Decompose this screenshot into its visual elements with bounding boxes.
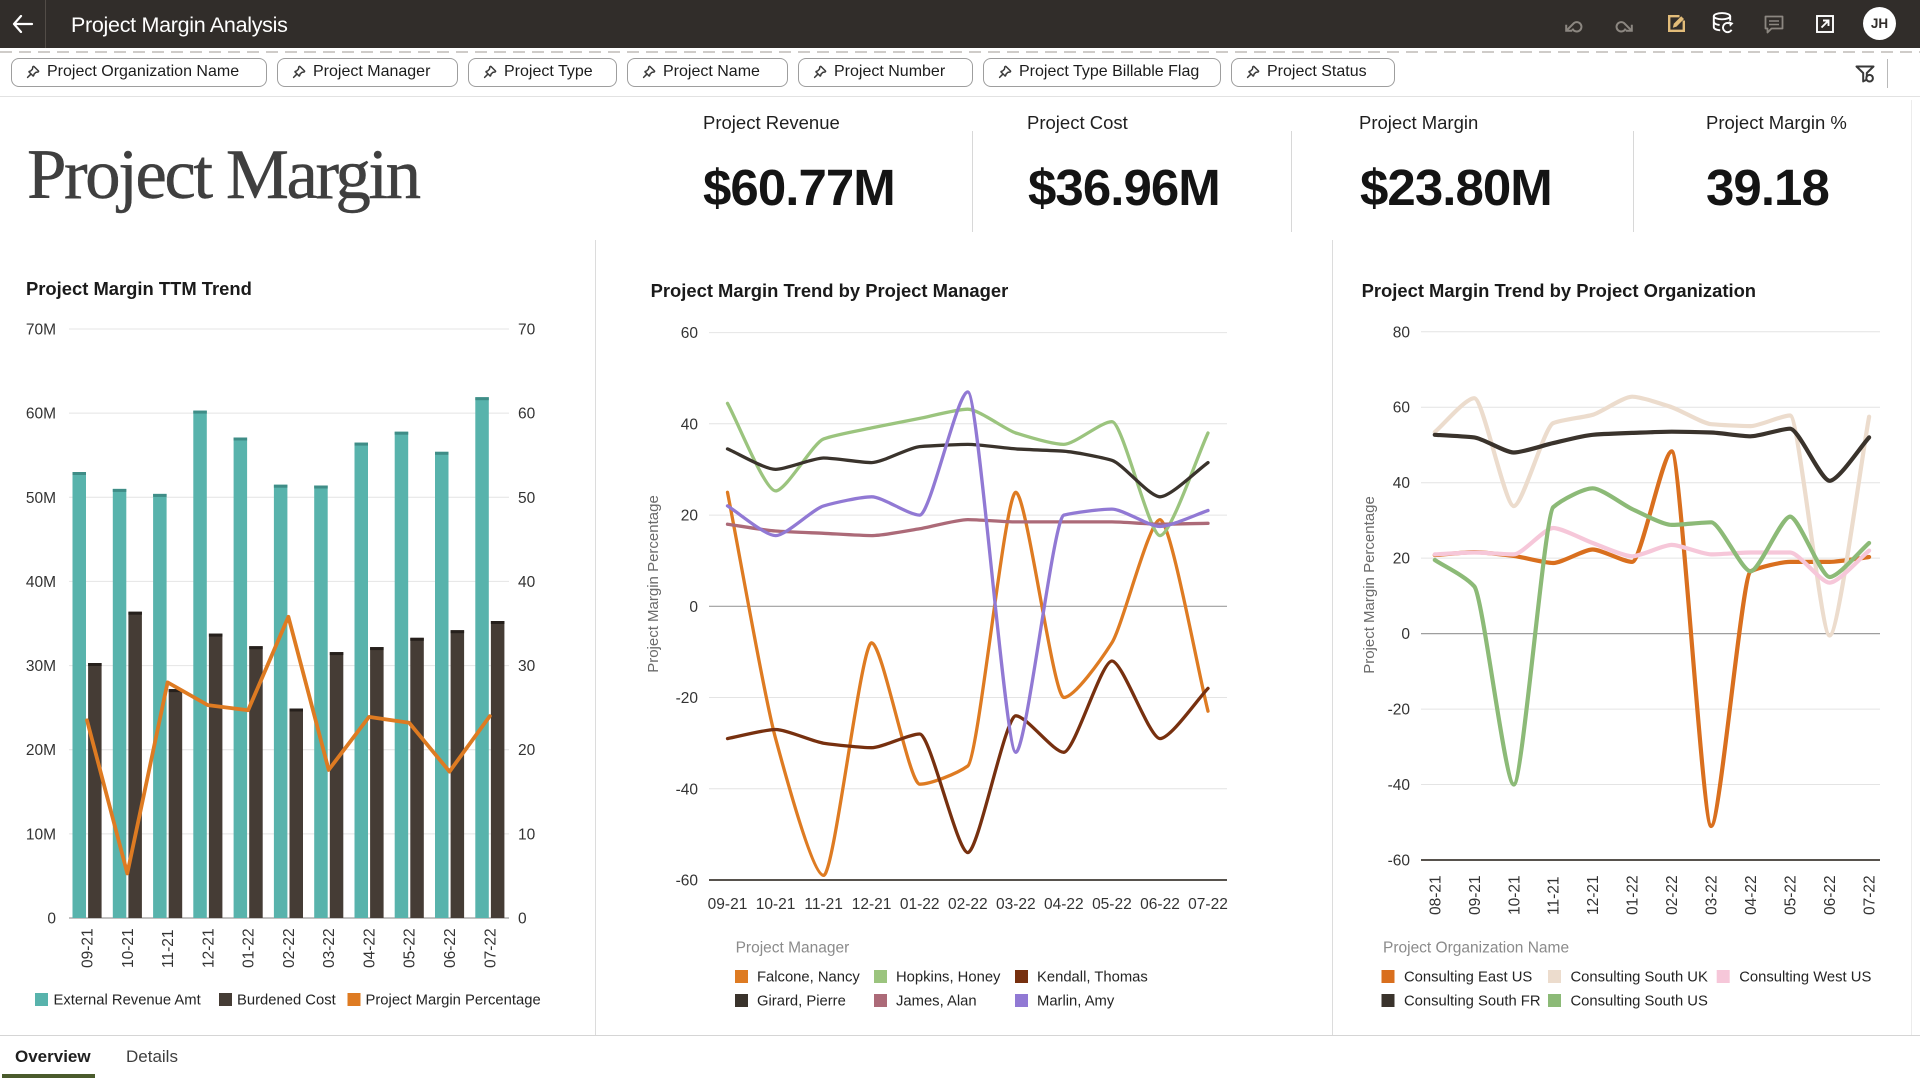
svg-text:60: 60 xyxy=(1393,400,1411,417)
svg-text:04-22: 04-22 xyxy=(1743,875,1760,915)
svg-text:20: 20 xyxy=(1393,551,1411,568)
svg-text:70M: 70M xyxy=(26,322,56,339)
svg-text:Project Margin Percentage: Project Margin Percentage xyxy=(1361,496,1378,674)
svg-text:Project Organization Name: Project Organization Name xyxy=(1383,940,1569,957)
svg-text:20: 20 xyxy=(518,742,536,759)
svg-text:Hopkins, Honey: Hopkins, Honey xyxy=(896,970,1001,986)
svg-text:11-21: 11-21 xyxy=(1546,877,1563,916)
svg-text:Consulting West US: Consulting West US xyxy=(1739,970,1871,986)
svg-text:-40: -40 xyxy=(1388,777,1411,794)
svg-text:0: 0 xyxy=(518,911,527,928)
svg-text:20: 20 xyxy=(681,508,699,525)
svg-text:20M: 20M xyxy=(26,742,56,759)
svg-text:01-22: 01-22 xyxy=(1625,875,1642,915)
svg-text:12-21: 12-21 xyxy=(1585,875,1602,915)
svg-text:Falcone, Nancy: Falcone, Nancy xyxy=(757,970,860,986)
svg-text:10: 10 xyxy=(518,826,536,843)
svg-text:60M: 60M xyxy=(26,406,56,423)
svg-text:0: 0 xyxy=(47,911,56,928)
svg-text:06-22: 06-22 xyxy=(442,928,459,968)
svg-text:Marlin, Amy: Marlin, Amy xyxy=(1037,994,1115,1010)
svg-text:80: 80 xyxy=(1393,324,1411,341)
svg-text:04-22: 04-22 xyxy=(1044,896,1084,913)
svg-text:09-21: 09-21 xyxy=(708,896,748,913)
svg-text:-60: -60 xyxy=(1388,853,1411,870)
svg-text:Project Margin Percentage: Project Margin Percentage xyxy=(366,993,541,1009)
svg-text:Project Margin TTM Trend: Project Margin TTM Trend xyxy=(26,278,252,299)
svg-text:07-22: 07-22 xyxy=(1188,896,1228,913)
svg-text:03-22: 03-22 xyxy=(996,896,1036,913)
svg-text:50M: 50M xyxy=(26,490,56,507)
svg-text:Project Manager: Project Manager xyxy=(736,940,850,957)
svg-text:Consulting South UK: Consulting South UK xyxy=(1571,970,1708,986)
svg-text:-40: -40 xyxy=(676,781,699,798)
svg-text:Consulting East US: Consulting East US xyxy=(1404,970,1532,986)
svg-text:02-22: 02-22 xyxy=(1664,875,1681,915)
svg-text:30M: 30M xyxy=(26,658,56,675)
svg-text:Consulting South US: Consulting South US xyxy=(1571,994,1708,1010)
svg-text:01-22: 01-22 xyxy=(241,928,258,968)
svg-text:02-22: 02-22 xyxy=(281,928,298,968)
svg-text:04-22: 04-22 xyxy=(362,928,379,968)
svg-text:Girard, Pierre: Girard, Pierre xyxy=(757,994,846,1010)
svg-text:60: 60 xyxy=(518,406,536,423)
svg-text:02-22: 02-22 xyxy=(948,896,988,913)
svg-text:70: 70 xyxy=(518,322,536,339)
svg-text:40M: 40M xyxy=(26,574,56,591)
svg-text:Consulting South FR: Consulting South FR xyxy=(1404,994,1541,1010)
svg-text:11-21: 11-21 xyxy=(804,896,843,913)
svg-text:40: 40 xyxy=(681,416,699,433)
svg-text:05-22: 05-22 xyxy=(1783,875,1800,915)
svg-text:Project Margin Trend by Projec: Project Margin Trend by Project Manager xyxy=(651,280,1009,301)
svg-text:10-21: 10-21 xyxy=(120,928,137,968)
svg-text:-20: -20 xyxy=(1388,702,1411,719)
svg-text:10-21: 10-21 xyxy=(1506,875,1523,915)
svg-text:-60: -60 xyxy=(676,873,699,890)
svg-text:05-22: 05-22 xyxy=(1092,896,1132,913)
svg-text:03-22: 03-22 xyxy=(1704,875,1721,915)
svg-text:External Revenue Amt: External Revenue Amt xyxy=(54,993,201,1009)
svg-text:10M: 10M xyxy=(26,826,56,843)
svg-text:06-22: 06-22 xyxy=(1822,875,1839,915)
svg-text:06-22: 06-22 xyxy=(1140,896,1180,913)
svg-text:40: 40 xyxy=(518,574,536,591)
svg-text:05-22: 05-22 xyxy=(402,928,419,968)
svg-text:James, Alan: James, Alan xyxy=(896,994,977,1010)
svg-text:11-21: 11-21 xyxy=(160,930,177,969)
svg-text:12-21: 12-21 xyxy=(852,896,892,913)
svg-text:40: 40 xyxy=(1393,475,1411,492)
svg-text:09-21: 09-21 xyxy=(1467,875,1484,915)
svg-text:-20: -20 xyxy=(676,690,699,707)
svg-text:09-21: 09-21 xyxy=(80,928,97,968)
svg-text:12-21: 12-21 xyxy=(200,928,217,968)
svg-text:01-22: 01-22 xyxy=(900,896,940,913)
svg-text:60: 60 xyxy=(681,325,699,342)
svg-text:07-22: 07-22 xyxy=(482,928,499,968)
svg-text:Project Margin Trend by Projec: Project Margin Trend by Project Organiza… xyxy=(1362,280,1756,301)
svg-text:50: 50 xyxy=(518,490,536,507)
svg-text:10-21: 10-21 xyxy=(756,896,796,913)
svg-text:30: 30 xyxy=(518,658,536,675)
svg-text:Burdened Cost: Burdened Cost xyxy=(237,993,336,1009)
svg-text:0: 0 xyxy=(1401,626,1410,643)
svg-text:Kendall, Thomas: Kendall, Thomas xyxy=(1037,970,1148,986)
svg-text:07-22: 07-22 xyxy=(1862,875,1879,915)
svg-text:Project Margin Percentage: Project Margin Percentage xyxy=(645,495,662,673)
svg-text:03-22: 03-22 xyxy=(321,928,338,968)
svg-text:08-21: 08-21 xyxy=(1427,875,1444,915)
svg-text:0: 0 xyxy=(689,599,698,616)
